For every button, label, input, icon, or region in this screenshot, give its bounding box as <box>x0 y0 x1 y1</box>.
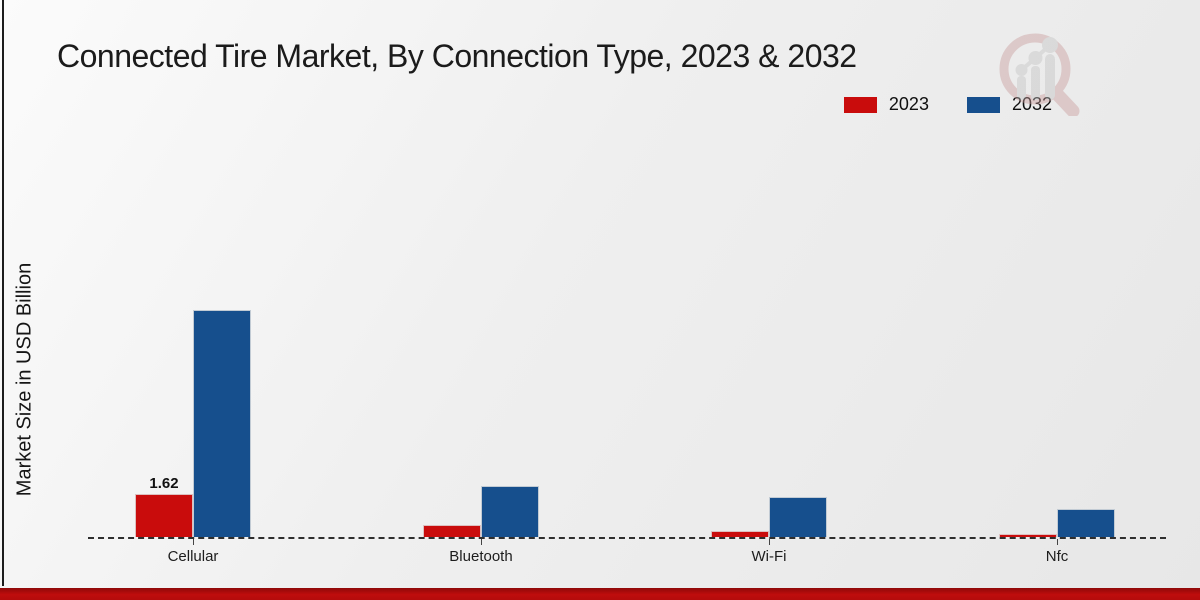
bar-2032-bluetooth <box>481 486 539 537</box>
legend-swatch-2023 <box>843 96 877 113</box>
legend-swatch-2032 <box>966 96 1000 113</box>
category-label-cellular: Cellular <box>167 548 219 565</box>
bar-group-cellular: 1.62 <box>135 310 251 537</box>
bar-group-wi-fi <box>711 496 827 537</box>
category-label-bluetooth: Bluetooth <box>449 548 513 565</box>
legend-item-2032: 2032 <box>966 94 1052 115</box>
market-research-logo-icon <box>993 24 1081 118</box>
legend: 2023 2032 <box>843 94 1052 115</box>
bar-2023-nfc <box>999 533 1057 537</box>
bar-2023-cellular: 1.62 <box>135 475 193 537</box>
footer-red-strip <box>0 588 1200 600</box>
x-axis-tick <box>1057 539 1058 545</box>
left-edge-line <box>2 0 4 586</box>
chart-title: Connected Tire Market, By Connection Typ… <box>57 38 857 74</box>
x-axis-tick <box>193 539 194 545</box>
bar-2032-cellular <box>193 310 251 537</box>
bar-2023-bluetooth <box>423 524 481 537</box>
category-label-wi-fi: Wi-Fi <box>751 548 787 565</box>
bar-2032-nfc <box>1057 508 1115 537</box>
bar-group-nfc <box>999 508 1115 537</box>
legend-item-2023: 2023 <box>843 94 929 115</box>
x-axis-baseline <box>88 537 1166 539</box>
x-axis-tick <box>481 539 482 545</box>
bar-2032-wi-fi <box>769 496 827 537</box>
legend-label: 2032 <box>1011 94 1052 114</box>
category-label-nfc: Nfc <box>1045 548 1069 565</box>
x-axis-tick <box>769 539 770 545</box>
bar-2023-wi-fi <box>711 531 769 537</box>
y-axis-label: Market Size in USD Billion <box>13 262 36 497</box>
bar-group-bluetooth <box>423 486 539 537</box>
plot-area: 1.62 <box>88 0 1166 538</box>
legend-label: 2023 <box>888 94 929 114</box>
data-label-2023-cellular: 1.62 <box>149 474 179 492</box>
